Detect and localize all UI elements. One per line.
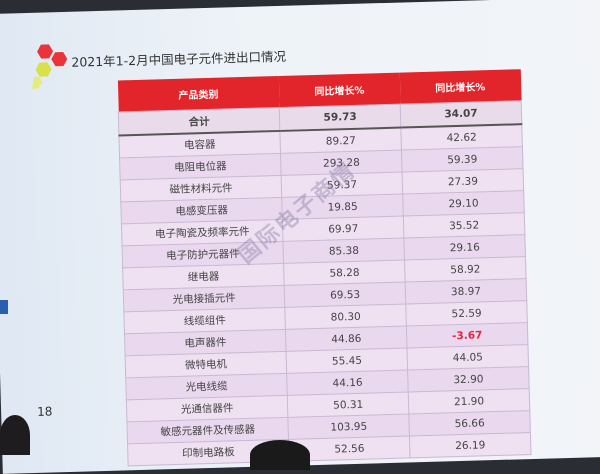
side-marker (0, 300, 8, 314)
audience-head (0, 415, 30, 455)
header-growth-2: 同比增长% (399, 69, 522, 105)
header-category: 产品类别 (117, 75, 280, 112)
slide-title: 2021年1-2月中国电子元件进出口情况 (71, 48, 287, 70)
cell-v1: 59.73 (279, 104, 401, 131)
cell-v2: 26.19 (409, 432, 532, 458)
cell-v2: 34.07 (400, 100, 522, 128)
hexagon-logo-icon (32, 44, 68, 89)
import-export-table: 产品类别 同比增长% 同比增长% 合计 59.73 34.07 电容器 89.27… (117, 69, 532, 466)
audience-head (250, 440, 310, 470)
page-number: 18 (36, 404, 53, 419)
header-growth-1: 同比增长% (278, 72, 401, 108)
